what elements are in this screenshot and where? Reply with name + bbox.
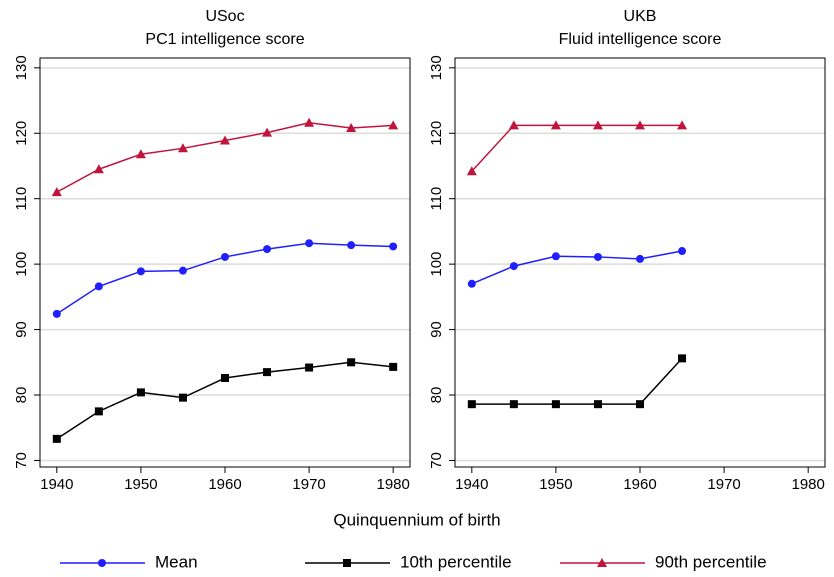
point [597, 558, 607, 567]
point [550, 120, 561, 130]
point [509, 262, 518, 271]
legend-text: 90th percentile [655, 552, 767, 571]
point [52, 309, 61, 318]
point [593, 252, 602, 261]
point [677, 120, 688, 130]
point [220, 135, 230, 145]
point [636, 254, 644, 263]
point [135, 149, 146, 159]
x-axis-label: Quinquennium of birth [333, 510, 500, 529]
y-tick-label: 80 [428, 387, 445, 404]
y-tick-label: 80 [13, 387, 30, 404]
point [52, 434, 61, 443]
point [467, 400, 476, 409]
point [263, 245, 272, 254]
legend-text: 10th percentile [400, 552, 512, 571]
point [466, 166, 477, 176]
y-tick-label: 110 [13, 187, 30, 211]
point [389, 242, 398, 251]
legend-text: Mean [155, 552, 198, 571]
point [508, 120, 519, 130]
y-tick-label: 100 [428, 252, 445, 277]
x-tick-label: 1960 [208, 476, 241, 493]
x-tick-label: 1940 [455, 476, 488, 493]
plot-frame [454, 57, 826, 468]
point [221, 252, 229, 261]
point [305, 363, 314, 372]
point [221, 374, 229, 383]
point [94, 407, 103, 416]
chart-title: USoc [205, 8, 244, 25]
point [263, 368, 272, 377]
point [136, 267, 145, 276]
point [178, 266, 187, 275]
point [262, 127, 273, 137]
x-tick-label: 1980 [376, 476, 409, 493]
point [51, 187, 62, 197]
point [678, 354, 687, 363]
point [347, 241, 356, 250]
series-line [56, 361, 394, 440]
point [389, 362, 398, 371]
point [93, 164, 104, 174]
x-tick-label: 1950 [539, 476, 572, 493]
point [388, 120, 399, 130]
point [551, 400, 560, 409]
y-tick-label: 70 [428, 452, 445, 469]
plot-frame [39, 57, 411, 468]
x-tick-label: 1980 [791, 476, 824, 493]
y-tick-label: 90 [428, 321, 445, 338]
y-tick-label: 130 [13, 55, 30, 80]
x-tick-label: 1950 [124, 476, 157, 493]
point [593, 400, 602, 409]
point [136, 388, 145, 397]
y-tick-label: 90 [13, 321, 30, 338]
point [467, 279, 476, 288]
point [347, 358, 356, 367]
series-line [471, 250, 683, 285]
point [678, 247, 687, 256]
point [177, 143, 188, 153]
point [635, 120, 645, 130]
point [343, 559, 351, 567]
y-tick-label: 120 [13, 121, 30, 146]
point [636, 400, 644, 409]
y-tick-label: 70 [13, 452, 30, 469]
point [178, 393, 187, 402]
x-tick-label: 1970 [707, 476, 740, 493]
y-tick-label: 120 [428, 121, 445, 146]
chart-title: UKB [624, 8, 657, 25]
series-line [471, 124, 683, 172]
x-tick-label: 1940 [40, 476, 73, 493]
chart-subtitle: Fluid intelligence score [559, 31, 722, 48]
point [509, 400, 518, 409]
series-line [471, 357, 683, 405]
x-tick-label: 1970 [292, 476, 325, 493]
point [551, 252, 560, 261]
point [304, 117, 315, 127]
y-tick-label: 130 [428, 55, 445, 80]
point [592, 120, 603, 130]
point [346, 123, 357, 133]
y-tick-label: 110 [428, 187, 445, 211]
point [98, 559, 106, 567]
x-tick-label: 1960 [623, 476, 656, 493]
point [94, 282, 103, 291]
y-tick-label: 100 [13, 252, 30, 277]
chart-subtitle: PC1 intelligence score [145, 31, 304, 48]
point [305, 239, 314, 248]
